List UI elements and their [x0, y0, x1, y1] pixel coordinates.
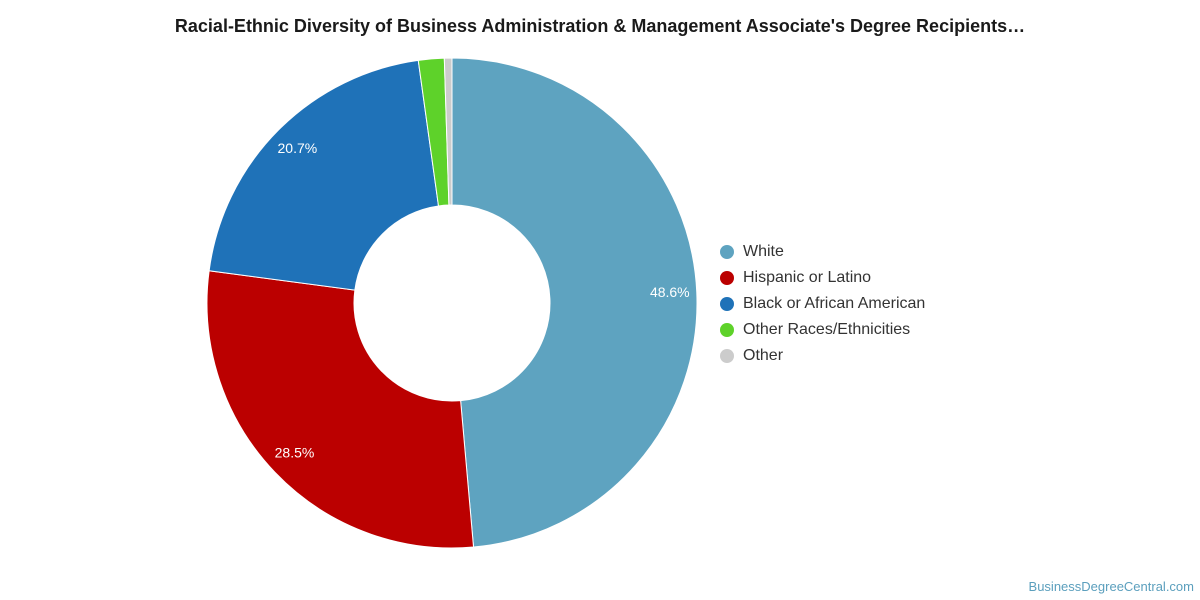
legend-item-other-races-ethnicities[interactable]: Other Races/Ethnicities: [720, 317, 925, 343]
data-label-white: 48.6%: [650, 284, 690, 300]
legend-swatch: [720, 349, 734, 363]
legend-swatch: [720, 271, 734, 285]
legend-label: White: [743, 243, 784, 260]
slice-black-or-african-american[interactable]: [208, 59, 440, 291]
legend-swatch: [720, 323, 734, 337]
legend-swatch: [720, 245, 734, 259]
legend-swatch: [720, 297, 734, 311]
data-label-hispanic-or-latino: 28.5%: [275, 444, 315, 460]
chart-title: Racial-Ethnic Diversity of Business Admi…: [174, 16, 1026, 36]
legend-item-hispanic-or-latino[interactable]: Hispanic or Latino: [720, 265, 925, 291]
slice-other[interactable]: [443, 57, 453, 206]
legend-label: Other: [743, 347, 784, 364]
data-label-black-or-african-american: 20.7%: [278, 140, 318, 156]
legend-item-white[interactable]: White: [720, 239, 925, 265]
legend-label: Black or African American: [743, 295, 926, 312]
slice-white[interactable]: [451, 57, 698, 548]
slice-hispanic-or-latino[interactable]: [206, 270, 475, 549]
legend-label: Hispanic or Latino: [743, 269, 872, 286]
legend-label: Other Races/Ethnicities: [743, 321, 911, 338]
chart-legend: White Hispanic or Latino Black or African …: [720, 239, 925, 369]
legend-item-black-or-african-american[interactable]: Black or African American: [720, 291, 925, 317]
source-credit[interactable]: BusinessDegreeCentral.com: [1028, 579, 1194, 594]
legend-item-other[interactable]: Other: [720, 343, 925, 369]
